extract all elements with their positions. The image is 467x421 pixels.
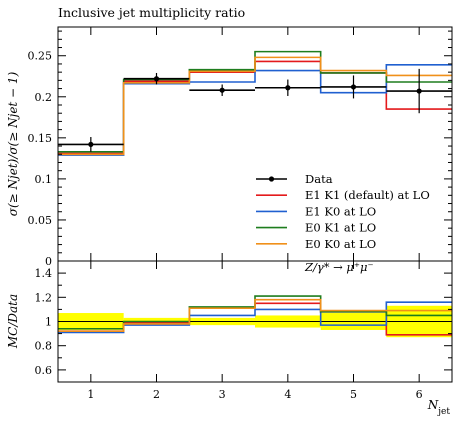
upper-y-axis: 0 0.05 0.1 0.15 0.2 0.25	[28, 30, 452, 268]
x-tick-label: 4	[284, 388, 291, 401]
upper-panel-series	[58, 50, 452, 156]
lower-y-axis: 0.6 0.8 1 1.2 1.4	[35, 267, 452, 377]
data-point	[88, 141, 94, 148]
y-tick-label: 0.1	[35, 173, 53, 186]
legend-entry: E0 K0 at LO	[256, 237, 376, 251]
legend-label: E1 K1 (default) at LO	[305, 188, 430, 202]
legend-entry: E1 K0 at LO	[256, 204, 376, 218]
y-tick-label: 0	[45, 255, 52, 268]
legend-label: E0 K0 at LO	[305, 237, 376, 251]
x-axis: 1 2 3 4 5 6	[87, 261, 423, 401]
data-points	[58, 68, 452, 152]
y-tick-label: 1	[45, 316, 52, 329]
lower-panel-series	[58, 295, 452, 336]
data-point	[285, 85, 291, 91]
lower-y-axis-label: MC/Data	[6, 294, 20, 349]
legend: Data E1 K1 (default) at LO E1 K0 at LO E0 K…	[256, 172, 430, 251]
upper-x-ticks	[90, 27, 420, 261]
legend-marker	[268, 176, 275, 182]
data-point	[219, 87, 225, 93]
legend-label: E0 K1 at LO	[305, 221, 376, 235]
upper-y-axis-label: σ(≥ Njet)/σ(≥ Njet − 1)	[6, 71, 20, 216]
series-line-e0-k0-at-lo	[58, 56, 452, 156]
x-tick-label: 1	[87, 388, 94, 401]
legend-entry: E0 K1 at LO	[256, 221, 376, 235]
x-tick-label: 6	[416, 388, 423, 401]
legend-label: E1 K0 at LO	[305, 204, 376, 218]
x-tick-label: 5	[350, 388, 357, 401]
legend-entry: Data	[256, 172, 333, 186]
data-point	[153, 76, 160, 82]
y-tick-label: 1.4	[35, 267, 53, 280]
series-line-e1-k0-at-lo	[58, 63, 452, 156]
y-tick-label: 1.2	[35, 291, 53, 304]
ratio-line-e0-k0-at-lo	[58, 298, 452, 332]
chart-title: Inclusive jet multiplicity ratio	[58, 5, 245, 20]
y-tick-label: 0.8	[35, 340, 53, 353]
data-point	[350, 84, 357, 90]
y-tick-label: 0.05	[28, 214, 53, 227]
legend-label: Data	[305, 172, 333, 186]
legend-entry: E1 K1 (default) at LO	[256, 188, 430, 202]
y-tick-label: 0.2	[35, 91, 53, 104]
y-tick-label: 0.25	[28, 50, 53, 63]
data-point	[416, 88, 422, 94]
x-tick-label: 2	[153, 388, 160, 401]
x-tick-label: 3	[219, 388, 226, 401]
y-tick-label: 0.15	[28, 132, 53, 145]
process-label: Z/γ* → μ⁺μ⁻	[304, 260, 374, 274]
y-tick-label: 0.6	[35, 364, 53, 377]
x-axis-label: Njet	[427, 398, 451, 417]
